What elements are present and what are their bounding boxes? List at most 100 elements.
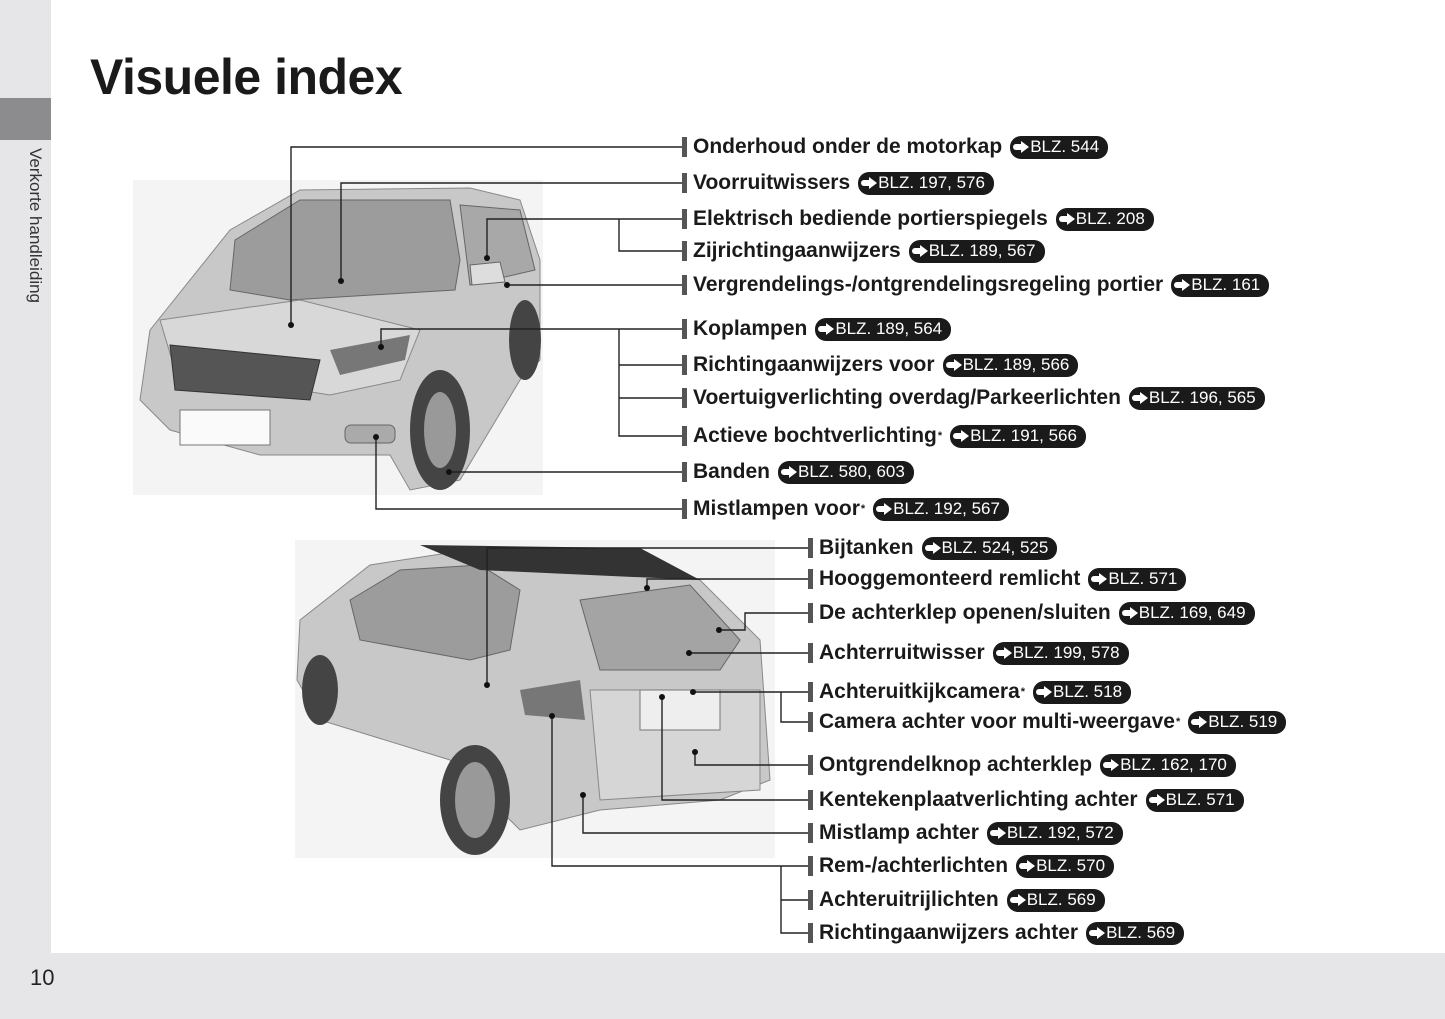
- page-ref-text: BLZ. 161: [1191, 275, 1261, 294]
- page-ref-text: BLZ. 208: [1075, 209, 1145, 228]
- rear-car-illustration: [295, 540, 775, 858]
- page-ref-link[interactable]: BLZ. 192, 572: [986, 821, 1123, 845]
- page-ref-link[interactable]: BLZ. 580, 603: [778, 460, 914, 484]
- entry-label: Actieve bochtverlichting: [693, 424, 937, 447]
- arrow-right-icon: [911, 245, 928, 257]
- index-entry: Camera achter voor multi-weergave * BLZ. 5…: [808, 710, 1287, 734]
- page-ref-link[interactable]: BLZ. 197, 576: [858, 171, 994, 195]
- page-ref-text: BLZ. 196, 565: [1148, 388, 1256, 407]
- page-ref-link[interactable]: BLZ. 161: [1171, 273, 1270, 297]
- entry-label: Mistlampen voor: [693, 497, 860, 520]
- page-ref-link[interactable]: BLZ. 189, 567: [908, 239, 1045, 263]
- index-entry: Achteruitrijlichten BLZ. 569: [808, 888, 1105, 912]
- page-ref-link[interactable]: BLZ. 570: [1016, 854, 1115, 878]
- sidebar: [0, 0, 51, 1019]
- entry-label: Camera achter voor multi-weergave: [819, 710, 1175, 733]
- arrow-right-icon: [861, 177, 878, 189]
- page-ref-link[interactable]: BLZ. 569: [1086, 921, 1185, 945]
- index-entry: Achteruitkijkcamera * BLZ. 518: [808, 680, 1132, 704]
- arrow-right-icon: [1103, 759, 1120, 771]
- index-entry: Banden BLZ. 580, 603: [682, 460, 914, 484]
- arrow-right-icon: [1091, 573, 1108, 585]
- entry-marker: [682, 275, 687, 295]
- entry-marker: [682, 499, 687, 519]
- page-ref-text: BLZ. 571: [1108, 569, 1178, 588]
- page-ref-text: BLZ. 189, 567: [928, 241, 1036, 260]
- index-entry: Achterruitwisser BLZ. 199, 578: [808, 641, 1129, 665]
- page-ref-link[interactable]: BLZ. 169, 649: [1118, 601, 1255, 625]
- page-ref-link[interactable]: BLZ. 192, 567: [873, 497, 1009, 521]
- page-ref-link[interactable]: BLZ. 189, 566: [942, 353, 1079, 377]
- arrow-right-icon: [1009, 894, 1026, 906]
- page-ref-link[interactable]: BLZ. 191, 566: [950, 424, 1086, 448]
- arrow-right-icon: [1089, 927, 1106, 939]
- entry-label: Hooggemonteerd remlicht: [819, 567, 1081, 590]
- page-ref-link[interactable]: BLZ. 571: [1088, 567, 1187, 591]
- entry-marker: [808, 603, 813, 623]
- entry-marker: [808, 643, 813, 663]
- page-ref-text: BLZ. 570: [1036, 856, 1106, 875]
- page-ref-link[interactable]: BLZ. 189, 564: [815, 317, 952, 341]
- entry-marker: [682, 241, 687, 261]
- entry-marker: [808, 682, 813, 702]
- entry-marker: [808, 856, 813, 876]
- index-entry: Zijrichtingaanwijzers BLZ. 189, 567: [682, 239, 1045, 263]
- page-ref-link[interactable]: BLZ. 518: [1033, 680, 1132, 704]
- entry-label: Voertuigverlichting overdag/Parkeerlicht…: [693, 386, 1121, 409]
- index-entry: Mistlamp achter BLZ. 192, 572: [808, 821, 1123, 845]
- index-entry: Onderhoud onder de motorkap BLZ. 544: [682, 135, 1109, 159]
- entry-label: De achterklep openen/sluiten: [819, 601, 1111, 624]
- index-entry: Voertuigverlichting overdag/Parkeerlicht…: [682, 386, 1265, 410]
- entry-label: Achterruitwisser: [819, 641, 985, 664]
- entry-marker: [808, 569, 813, 589]
- footer-band: [0, 953, 1445, 1019]
- sidebar-label: Verkorte handleiding: [26, 148, 45, 304]
- page-ref-link[interactable]: BLZ. 208: [1055, 207, 1154, 231]
- page-ref-link[interactable]: BLZ. 199, 578: [992, 641, 1129, 665]
- optional-asterisk: *: [1175, 716, 1181, 728]
- page-ref-link[interactable]: BLZ. 544: [1010, 135, 1109, 159]
- page-ref-text: BLZ. 192, 572: [1006, 823, 1114, 842]
- page-ref-text: BLZ. 571: [1165, 790, 1235, 809]
- index-entry: Elektrisch bediende portierspiegels BLZ. …: [682, 207, 1154, 231]
- page-ref-text: BLZ. 524, 525: [941, 538, 1049, 557]
- entry-marker: [808, 890, 813, 910]
- entry-label: Richtingaanwijzers voor: [693, 353, 935, 376]
- arrow-right-icon: [1036, 686, 1053, 698]
- index-entry: Hooggemonteerd remlicht BLZ. 571: [808, 567, 1187, 591]
- page-ref-link[interactable]: BLZ. 524, 525: [921, 536, 1058, 560]
- entry-marker: [808, 790, 813, 810]
- leader-dots: [288, 255, 722, 798]
- page-ref-text: BLZ. 189, 566: [962, 355, 1070, 374]
- index-entry: Actieve bochtverlichting * BLZ. 191, 566: [682, 424, 1086, 448]
- entry-marker: [682, 209, 687, 229]
- entry-label: Elektrisch bediende portierspiegels: [693, 207, 1048, 230]
- index-entry: Voorruitwissers BLZ. 197, 576: [682, 171, 994, 195]
- entry-marker: [808, 538, 813, 558]
- entry-label: Bijtanken: [819, 536, 914, 559]
- arrow-right-icon: [1019, 860, 1036, 872]
- page-ref-link[interactable]: BLZ. 571: [1145, 788, 1244, 812]
- page-ref-text: BLZ. 580, 603: [798, 462, 905, 481]
- entry-label: Mistlamp achter: [819, 821, 979, 844]
- entry-label: Achteruitkijkcamera: [819, 680, 1020, 703]
- entry-marker: [808, 923, 813, 943]
- arrow-right-icon: [876, 503, 893, 515]
- index-entry: Koplampen BLZ. 189, 564: [682, 317, 952, 341]
- entry-marker: [682, 355, 687, 375]
- page-ref-link[interactable]: BLZ. 519: [1188, 710, 1287, 734]
- sidebar-tab[interactable]: [0, 98, 51, 140]
- arrow-right-icon: [1191, 716, 1208, 728]
- front-car-illustration: [133, 180, 543, 495]
- page-ref-link[interactable]: BLZ. 196, 565: [1128, 386, 1265, 410]
- page-ref-text: BLZ. 162, 170: [1120, 755, 1227, 774]
- entry-label: Voorruitwissers: [693, 171, 851, 194]
- page-ref-text: BLZ. 169, 649: [1138, 603, 1246, 622]
- arrow-right-icon: [1148, 794, 1165, 806]
- arrow-right-icon: [989, 827, 1006, 839]
- page-ref-link[interactable]: BLZ. 569: [1006, 888, 1105, 912]
- index-entry: Bijtanken BLZ. 524, 525: [808, 536, 1058, 560]
- page-ref-link[interactable]: BLZ. 162, 170: [1100, 753, 1236, 777]
- arrow-right-icon: [945, 359, 962, 371]
